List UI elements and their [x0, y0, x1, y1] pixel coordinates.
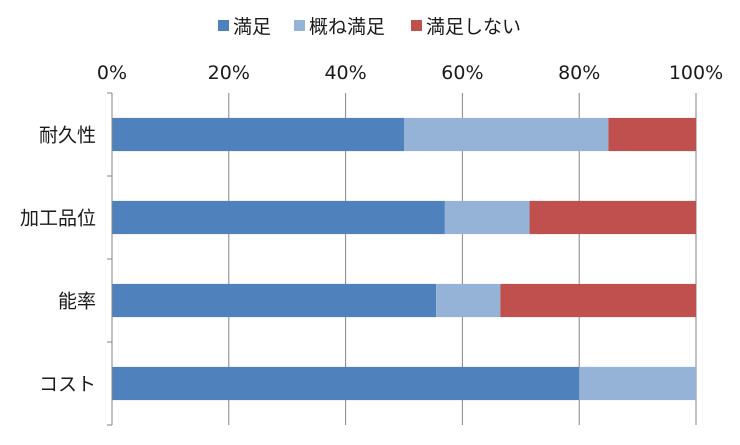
bar-2-0 — [112, 283, 437, 318]
legend: 満足 概ね満足 満足しない — [218, 16, 521, 38]
category-label-0: 耐久性 — [39, 125, 96, 147]
bar-3-1 — [579, 366, 696, 401]
category-label-1: 加工品位 — [20, 208, 96, 230]
bar-0-0 — [112, 117, 404, 152]
x-tick-label-0: 0% — [97, 62, 127, 84]
bar-0-1 — [404, 117, 609, 152]
bar-2-2 — [500, 283, 696, 318]
bar-1-2 — [529, 200, 696, 235]
bar-1-0 — [112, 200, 445, 235]
x-tick-label-2: 40% — [324, 62, 366, 84]
bars — [112, 117, 696, 401]
x-tick-label-5: 100% — [669, 62, 723, 84]
legend-label-1: 概ね満足 — [309, 16, 385, 38]
bar-3-0 — [112, 366, 580, 401]
legend-swatch-0 — [218, 20, 229, 31]
legend-swatch-1 — [294, 20, 305, 31]
x-tick-labels: 0% 20% 40% 60% 80% 100% — [97, 62, 723, 84]
category-axis — [107, 92, 113, 426]
bar-2-1 — [436, 283, 501, 318]
legend-label-2: 満足しない — [426, 16, 521, 38]
x-tick-label-1: 20% — [208, 62, 250, 84]
legend-label-0: 満足 — [233, 16, 271, 38]
bar-1-1 — [444, 200, 530, 235]
x-tick-label-4: 80% — [558, 62, 600, 84]
legend-swatch-2 — [411, 20, 422, 31]
x-tick-label-3: 60% — [441, 62, 483, 84]
category-label-2: 能率 — [58, 291, 96, 313]
category-label-3: コスト — [39, 374, 96, 396]
bar-0-2 — [608, 117, 696, 152]
